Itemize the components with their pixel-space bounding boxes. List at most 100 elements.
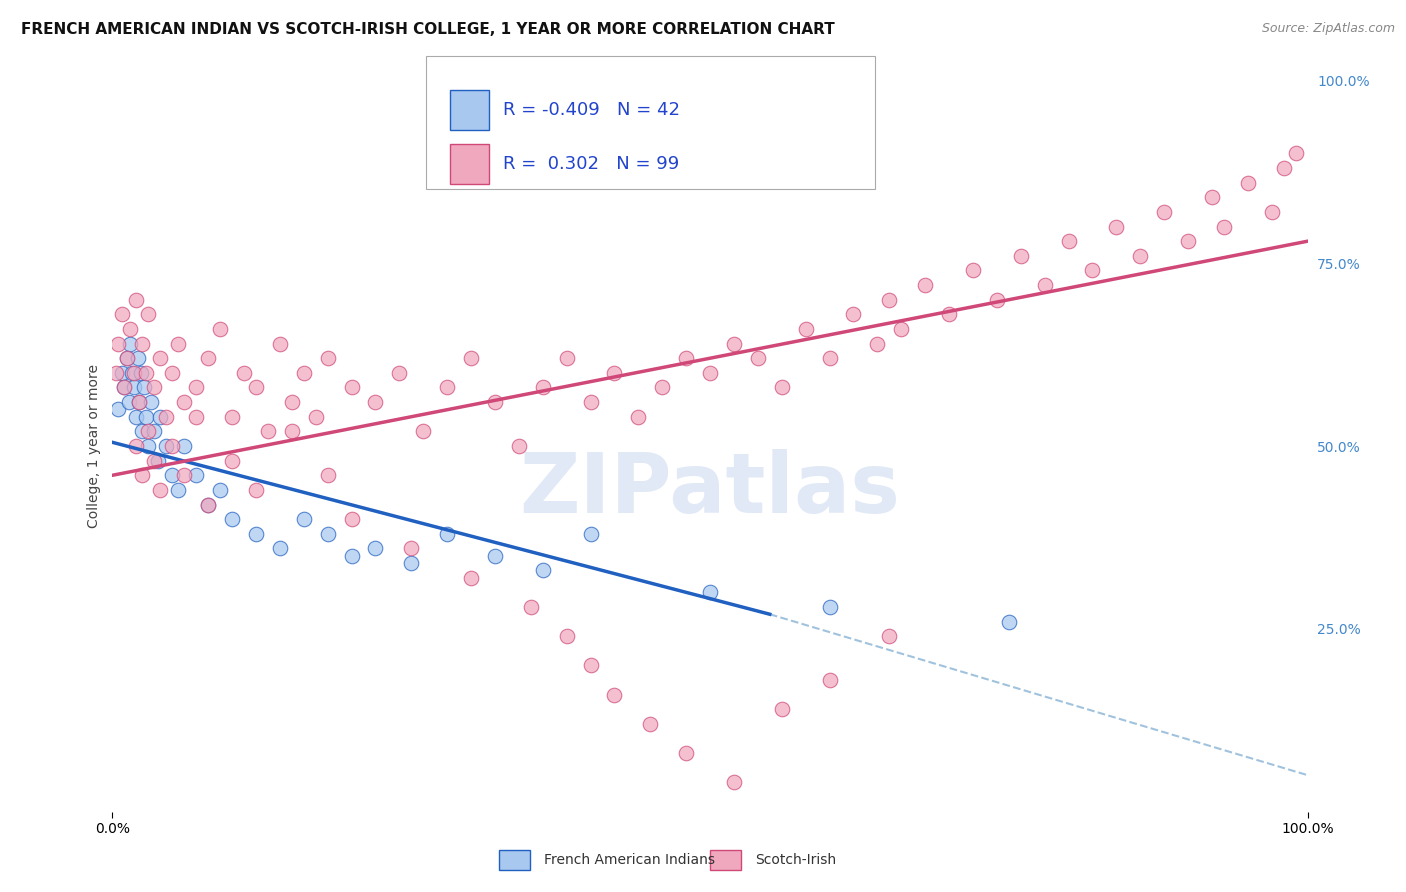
Point [125,409,148,424]
Point [149,483,172,497]
Point [484,549,506,563]
Point [292,366,315,380]
Point [723,775,745,789]
Point [208,322,231,336]
Point [340,549,363,563]
Point [146,453,169,467]
Point [699,366,721,380]
Point [269,336,291,351]
Point [579,395,602,409]
Point [436,526,458,541]
Point [125,293,148,307]
Point [818,351,841,366]
Text: ZIPatlas: ZIPatlas [520,450,900,531]
Point [340,380,363,394]
Point [135,409,157,424]
Point [304,409,326,424]
Point [364,541,387,556]
Point [603,688,626,702]
Point [121,366,143,380]
Point [877,293,900,307]
Point [114,380,135,394]
Point [167,336,190,351]
Point [794,322,817,336]
Point [143,380,166,394]
Point [245,526,267,541]
Point [675,351,697,366]
Point [105,366,128,380]
Point [460,571,482,585]
Point [1129,249,1152,263]
Text: R =  0.302   N = 99: R = 0.302 N = 99 [503,155,679,173]
Point [579,658,602,673]
Point [221,512,243,526]
Point [197,498,219,512]
Point [162,366,183,380]
Point [114,380,135,394]
Point [131,336,153,351]
Point [401,556,423,570]
Point [155,409,177,424]
Point [232,366,256,380]
Point [149,351,172,366]
Point [115,351,138,366]
Point [208,483,231,497]
Point [128,395,150,409]
Point [245,483,267,497]
Point [186,380,208,394]
Point [111,366,134,380]
Point [1057,234,1080,248]
Point [125,439,148,453]
Point [555,629,578,643]
Point [132,380,155,394]
Point [1272,161,1295,175]
Point [436,380,458,394]
Point [129,366,152,380]
Point [143,453,166,467]
Point [675,746,697,760]
Point [1105,219,1128,234]
Point [1285,146,1308,161]
Text: FRENCH AMERICAN INDIAN VS SCOTCH-IRISH COLLEGE, 1 YEAR OR MORE CORRELATION CHART: FRENCH AMERICAN INDIAN VS SCOTCH-IRISH C… [21,22,835,37]
Point [167,483,190,497]
Point [256,425,278,439]
Point [770,380,793,394]
Point [135,366,157,380]
Point [638,717,662,731]
Point [1010,249,1032,263]
Point [245,380,267,394]
Point [986,293,1008,307]
Point [914,278,936,293]
Point [747,351,769,366]
Point [143,425,166,439]
Point [890,322,912,336]
Point [723,336,745,351]
Point [1212,219,1236,234]
Point [162,468,183,483]
Point [1153,205,1175,219]
Point [651,380,673,394]
Point [1201,190,1223,204]
Point [842,307,865,321]
Point [364,395,387,409]
Point [998,615,1021,629]
Point [316,526,339,541]
Point [1081,263,1104,277]
Point [1260,205,1282,219]
Point [197,498,219,512]
Point [818,673,841,687]
Point [173,439,195,453]
Point [1177,234,1199,248]
Point [412,425,434,439]
Point [127,351,149,366]
Point [173,468,195,483]
Text: French American Indians: French American Indians [544,853,716,867]
Y-axis label: College, 1 year or more: College, 1 year or more [87,364,101,528]
Point [316,351,339,366]
Point [120,336,142,351]
Point [138,439,160,453]
Point [149,409,172,424]
Point [115,351,138,366]
Point [118,395,141,409]
Point [138,425,160,439]
